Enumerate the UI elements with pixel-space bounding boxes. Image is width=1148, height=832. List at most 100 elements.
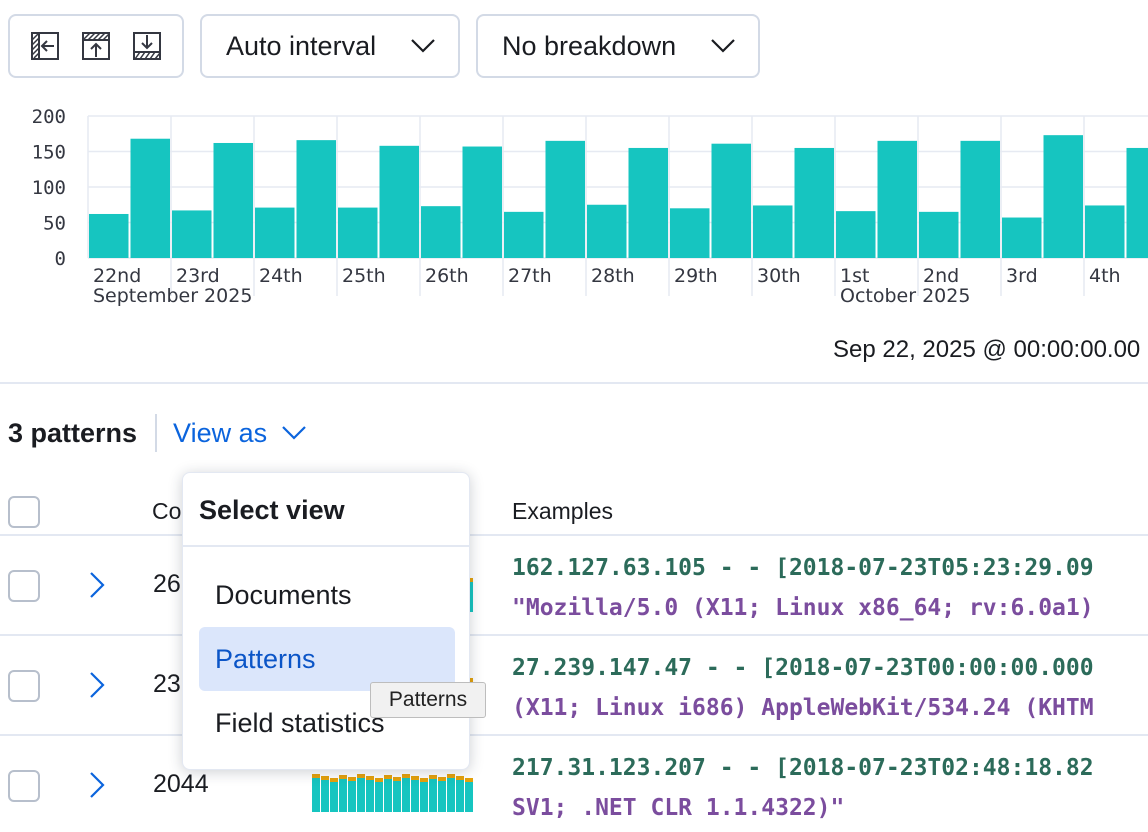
histogram-svg: 200 150 100 50 0 22nd 23rd 24th 25th 26th 27th 28th…: [32, 106, 1148, 307]
row-example: 27.239.147.47 - - [2018-07-23T00:00:00.0…: [512, 648, 1094, 728]
upload-icon[interactable]: [78, 28, 114, 64]
sparkline-bar: [411, 776, 419, 780]
histogram-bar: [421, 206, 461, 258]
sparkline-bar: [357, 778, 365, 812]
sparkline-bar: [438, 777, 446, 781]
histogram-bar: [877, 140, 917, 258]
sparkline-bar: [321, 776, 329, 780]
y-tick-label: 50: [43, 213, 66, 235]
histogram-bar: [130, 138, 170, 258]
sparkline-bar: [438, 781, 446, 812]
x-tick-label: 23rd: [176, 265, 220, 287]
x-tick-label: 1st: [840, 265, 869, 287]
separator: [155, 414, 158, 452]
chevron-down-icon: [711, 39, 735, 53]
x-tick-label: 3rd: [1006, 265, 1038, 287]
histogram-bar: [213, 142, 253, 258]
sparkline-bar: [429, 779, 437, 812]
sparkline-bar: [447, 774, 455, 778]
x-tick-label: 30th: [757, 265, 801, 287]
histogram-bar: [960, 140, 1000, 258]
histogram-bar: [338, 207, 378, 258]
x-tick-label: 29th: [674, 265, 718, 287]
view-as-label: View as: [173, 417, 268, 448]
divider: [0, 382, 1148, 384]
row-checkbox[interactable]: [8, 670, 40, 702]
row-example: 162.127.63.105 - - [2018-07-23T05:23:29.…: [512, 548, 1094, 628]
time-range-label: Sep 22, 2025 @ 00:00:00.00: [833, 336, 1141, 363]
patterns-header: 3 patterns View as: [8, 412, 307, 454]
histogram-bar: [255, 207, 295, 258]
histogram-bar: [1002, 217, 1042, 258]
x-tick-label: 26th: [425, 265, 469, 287]
chevron-right-icon[interactable]: [86, 770, 108, 800]
y-tick-label: 100: [32, 177, 66, 199]
popover-title: Select view: [199, 495, 345, 525]
histogram-bar: [1085, 205, 1125, 258]
toolbar: Auto interval No breakdown: [8, 14, 760, 78]
x-tick-label: 27th: [508, 265, 552, 287]
sparkline-bar: [375, 778, 383, 782]
view-option-field-statistics[interactable]: Field statistics: [215, 707, 385, 738]
histogram-bar: [462, 146, 502, 258]
sparkline-bar: [411, 780, 419, 812]
x-tick-label: 4th: [1089, 265, 1121, 287]
example-line-2: (X11; Linux i686) AppleWebKit/534.24 (KH…: [512, 695, 1094, 721]
sparkline-bar: [330, 782, 338, 812]
sparkline-bar: [465, 782, 473, 812]
histogram-bar: [628, 147, 668, 258]
sparkline: [312, 774, 473, 812]
popover-divider: [183, 545, 469, 547]
view-as-button[interactable]: View as: [173, 418, 307, 449]
sparkline-bar: [402, 774, 410, 778]
sparkline-bar: [321, 780, 329, 812]
sparkline-bar: [456, 776, 464, 780]
column-header-examples[interactable]: Examples: [512, 498, 613, 524]
sparkline-bar: [420, 782, 428, 812]
tooltip: Patterns: [370, 682, 486, 718]
view-option-documents[interactable]: Documents: [215, 579, 352, 610]
chevron-down-icon: [411, 39, 435, 53]
chevron-right-icon[interactable]: [86, 670, 108, 700]
histogram-chart[interactable]: 200 150 100 50 0 22nd 23rd 24th 25th 26th 27th 28th…: [0, 96, 1148, 316]
chevron-right-icon[interactable]: [86, 570, 108, 600]
sparkline-bar: [420, 778, 428, 782]
sparkline-bar: [312, 778, 320, 812]
select-all-checkbox[interactable]: [8, 496, 40, 528]
x-tick-label: 22nd: [93, 265, 141, 287]
patterns-count: 3 patterns: [8, 417, 138, 448]
download-icon[interactable]: [129, 28, 165, 64]
row-count: 26: [153, 570, 181, 598]
histogram-bar: [919, 211, 959, 258]
interval-dropdown[interactable]: Auto interval: [200, 14, 460, 78]
example-line-2: "Mozilla/5.0 (X11; Linux x86_64; rv:6.0a…: [512, 595, 1094, 621]
sparkline-bar: [375, 782, 383, 812]
row-count: 2044: [153, 770, 209, 798]
sparkline-bar: [465, 778, 473, 782]
y-tick-label: 200: [32, 106, 66, 128]
sparkline-bar: [348, 777, 356, 781]
breakdown-dropdown-label: No breakdown: [502, 30, 677, 61]
sparkline-bar: [366, 776, 374, 780]
sparkline-bar: [366, 780, 374, 812]
row-checkbox[interactable]: [8, 770, 40, 802]
row-count: 23: [153, 670, 181, 698]
sparkline-bar: [384, 779, 392, 812]
column-header-count[interactable]: Co: [152, 498, 182, 524]
histogram-bar: [379, 145, 419, 258]
example-line-2: SV1; .NET CLR 1.1.4322)": [512, 795, 845, 821]
histogram-bar: [296, 140, 336, 258]
x-month-label: October 2025: [840, 285, 970, 307]
histogram-bar: [545, 140, 585, 258]
select-view-popover: Select view Documents Patterns Field sta…: [182, 472, 470, 770]
x-month-label: September 2025: [93, 285, 252, 307]
histogram-bar: [89, 213, 129, 258]
collapse-left-icon[interactable]: [27, 28, 63, 64]
view-option-patterns[interactable]: Patterns: [199, 627, 455, 691]
sparkline-bar: [393, 781, 401, 812]
breakdown-dropdown[interactable]: No breakdown: [476, 14, 760, 78]
row-checkbox[interactable]: [8, 570, 40, 602]
histogram-bar: [1126, 147, 1148, 258]
table-row: 23 27.239.147.47 - - [2018-07-23T00:00:0…: [0, 636, 1148, 736]
chevron-down-icon: [282, 426, 306, 440]
